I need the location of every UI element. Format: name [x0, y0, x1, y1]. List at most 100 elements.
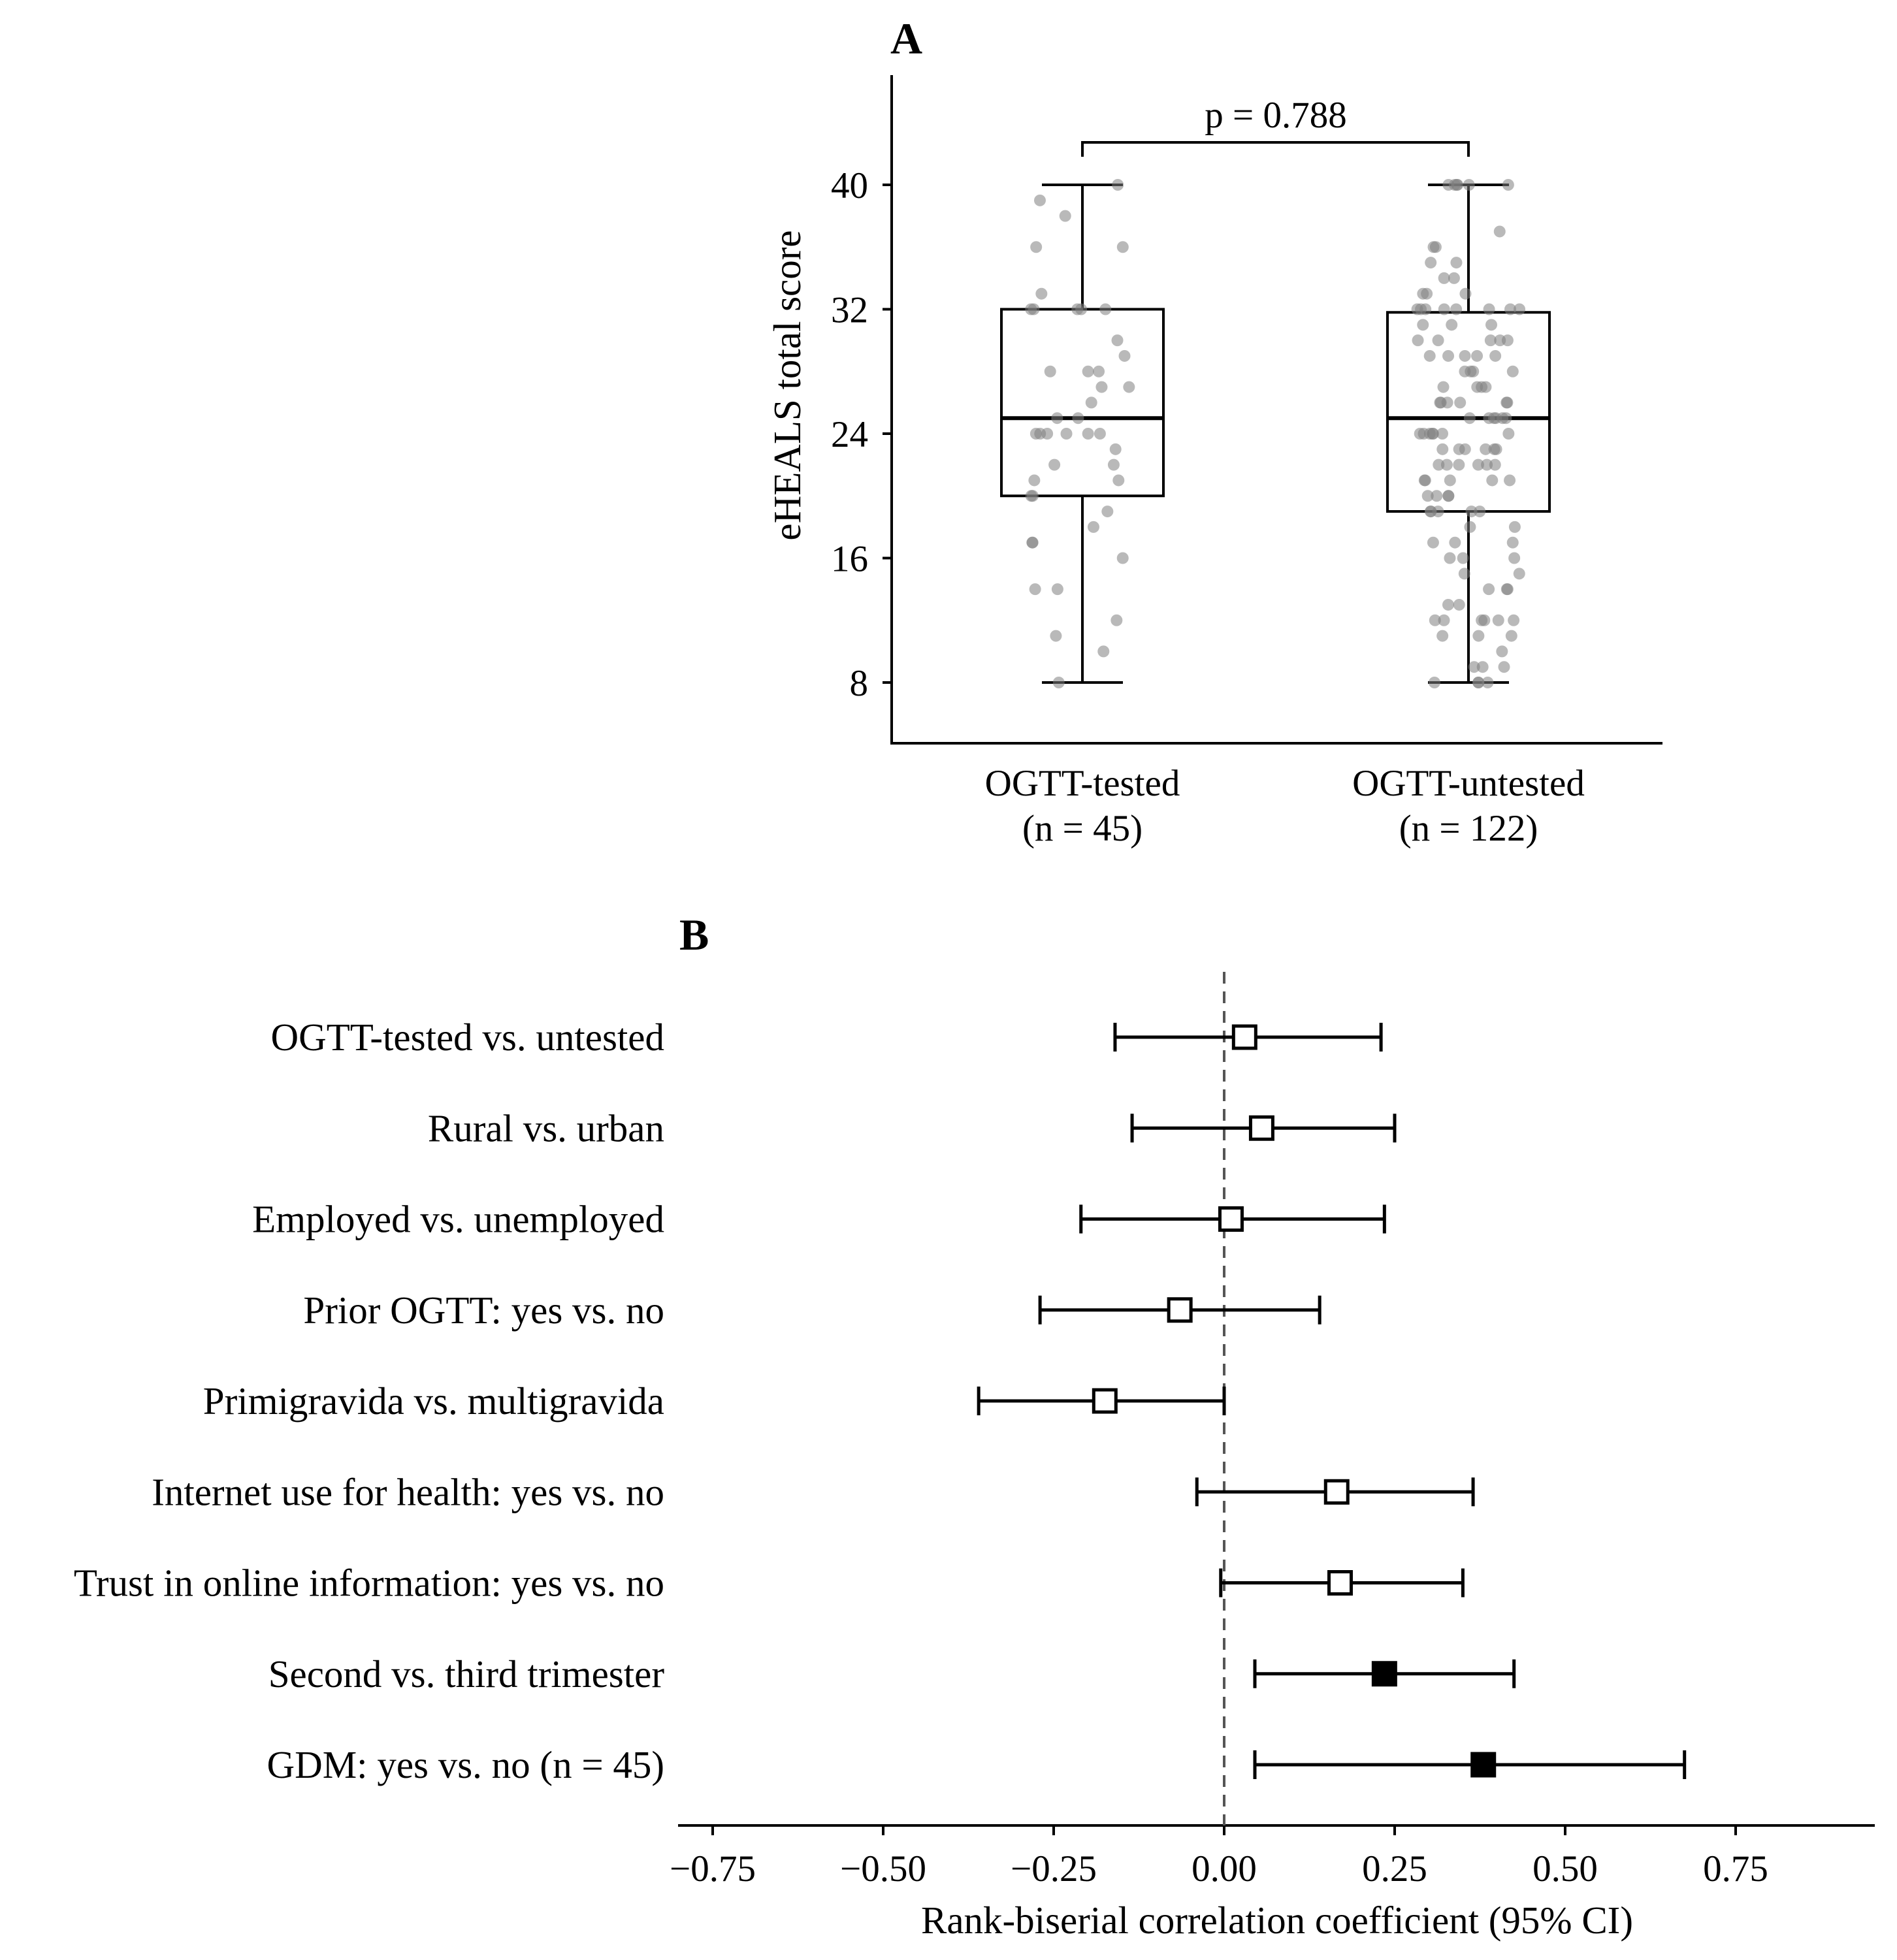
data-point — [1093, 365, 1105, 378]
data-point — [1450, 303, 1463, 315]
data-point — [1448, 272, 1460, 284]
data-point — [1026, 490, 1039, 502]
data-point — [1082, 365, 1094, 378]
y-tick-label: 8 — [850, 663, 869, 704]
data-point — [1498, 661, 1510, 673]
data-point — [1034, 428, 1046, 440]
data-point — [1484, 334, 1497, 347]
data-point — [1513, 568, 1525, 580]
data-point — [1514, 303, 1526, 315]
x-tick-label-n: (n = 45) — [1022, 808, 1143, 849]
data-point — [1464, 521, 1476, 533]
estimate-marker-open — [1231, 1024, 1257, 1050]
row-label: Rural vs. urban — [428, 1106, 664, 1149]
data-point — [1097, 645, 1110, 658]
data-point — [1483, 303, 1495, 315]
data-point — [1459, 443, 1471, 455]
data-point — [1476, 381, 1488, 393]
x-tick-label-group: OGTT-tested — [985, 763, 1180, 804]
data-point — [1508, 552, 1521, 564]
data-point — [1457, 552, 1469, 564]
data-point — [1123, 381, 1135, 393]
data-point — [1087, 521, 1099, 533]
data-point — [1504, 303, 1517, 315]
data-point — [1060, 428, 1073, 440]
data-point — [1476, 661, 1489, 673]
data-point — [1026, 536, 1039, 549]
estimate-marker-filled — [1371, 1661, 1397, 1687]
panel-b: B −0.75 −0.50 −0.25 0.00 0.25 0.50 0.75 Rank-b… — [74, 910, 1875, 1942]
data-point — [1436, 443, 1449, 455]
data-point — [1459, 287, 1472, 300]
data-point — [1095, 381, 1108, 393]
data-point — [1486, 474, 1499, 487]
data-point — [1434, 396, 1446, 409]
data-point — [1417, 319, 1429, 331]
data-point — [1116, 552, 1129, 564]
data-point — [1421, 490, 1434, 502]
x-tick-label-group: OGTT-untested — [1352, 763, 1585, 804]
data-point — [1500, 396, 1513, 409]
panel-a-label: A — [890, 14, 922, 63]
data-point — [1450, 257, 1463, 269]
x-tick-label: 0.25 — [1362, 1848, 1427, 1889]
data-point — [1442, 179, 1455, 191]
estimate-marker-open — [1092, 1388, 1118, 1414]
data-point — [1033, 194, 1046, 206]
forest-row: Employed vs. unemployed — [252, 1198, 1386, 1241]
data-point — [1418, 474, 1431, 487]
estimate-marker-open — [1327, 1570, 1353, 1596]
data-point — [1052, 677, 1065, 688]
data-point — [1483, 583, 1495, 596]
data-point — [1418, 428, 1430, 440]
panel-a-x-labels: OGTT-tested(n = 45) OGTT-untested(n = 122… — [985, 763, 1585, 849]
data-point — [1099, 303, 1112, 315]
data-point — [1449, 536, 1461, 549]
data-point — [1436, 428, 1449, 440]
data-point — [1423, 349, 1436, 362]
x-tick-label: −0.25 — [1011, 1848, 1097, 1889]
data-point — [1029, 583, 1041, 596]
data-point — [1425, 257, 1437, 269]
row-label: Prior OGTT: yes vs. no — [303, 1289, 664, 1332]
row-label: Second vs. third trimester — [268, 1652, 665, 1695]
data-point — [1474, 506, 1486, 518]
data-point — [1489, 458, 1501, 471]
forest-row: Internet use for health: yes vs. no — [152, 1470, 1475, 1513]
data-point — [1506, 365, 1519, 378]
data-point — [1094, 428, 1106, 440]
panel-b-x-axis-title: Rank-biserial correlation coefficient (9… — [921, 1899, 1633, 1942]
estimate-marker-open — [1248, 1115, 1274, 1141]
panel-a: A 8 16 24 32 40 eHEALS total score OGTT-test… — [766, 14, 1662, 849]
data-point — [1490, 443, 1502, 455]
data-point — [1502, 179, 1514, 191]
data-point — [1444, 474, 1456, 487]
data-point — [1028, 474, 1041, 487]
panel-a-y-ticks: 8 16 24 32 40 — [831, 165, 892, 704]
data-point — [1442, 349, 1455, 362]
significance-bracket — [1081, 141, 1470, 157]
p-value-annotation: p = 0.788 — [1205, 95, 1346, 136]
forest-row: Prior OGTT: yes vs. no — [303, 1289, 1321, 1332]
data-point — [1505, 630, 1517, 642]
forest-row: Rural vs. urban — [428, 1106, 1397, 1149]
row-label: GDM: yes vs. no (n = 45) — [267, 1743, 665, 1786]
data-point — [1472, 677, 1485, 688]
data-point — [1496, 645, 1508, 658]
data-point — [1440, 458, 1453, 471]
data-point — [1489, 349, 1502, 362]
data-point — [1463, 179, 1475, 191]
data-point — [1112, 179, 1124, 191]
data-point — [1459, 365, 1471, 378]
x-tick-label: 0.00 — [1192, 1848, 1257, 1889]
data-point — [1051, 583, 1063, 596]
data-point — [1485, 319, 1498, 331]
data-point — [1425, 506, 1437, 518]
data-point — [1101, 506, 1114, 518]
x-tick-label: −0.50 — [840, 1848, 926, 1889]
panel-a-y-axis-title: eHEALS total score — [766, 230, 809, 540]
panel-a-points — [1025, 179, 1526, 688]
data-point — [1446, 319, 1458, 331]
data-point — [1506, 536, 1519, 549]
